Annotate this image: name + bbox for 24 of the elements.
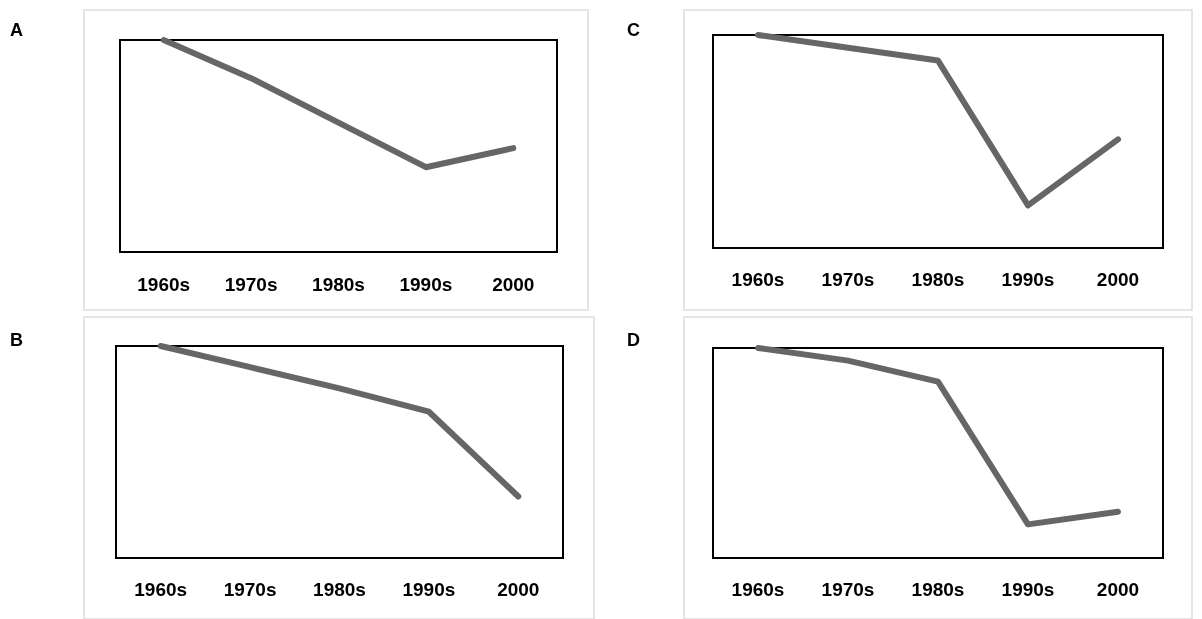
x-tick-label: 2000 [1096,269,1140,290]
chart-title: A [10,20,23,40]
x-tick-label: 1960s [731,269,785,290]
x-tick-label: 2000 [492,274,535,295]
x-tick-label: 1970s [821,579,875,600]
x-tick-label: 1970s [224,274,278,295]
x-tick-label: 1960s [137,274,191,295]
x-tick-label: 1980s [911,579,965,600]
x-tick-label: 1990s [399,274,453,295]
x-tick-label: 1960s [731,579,785,600]
chart-title: B [10,330,23,350]
x-tick-label: 1970s [223,579,277,600]
x-tick-label: 1960s [134,579,188,600]
x-tick-label: 1970s [821,269,875,290]
chart-title: D [627,330,640,350]
x-tick-label: 1980s [312,274,365,295]
x-tick-label: 2000 [497,579,540,600]
x-tick-label: 1980s [313,579,366,600]
x-tick-label: 1990s [402,579,456,600]
x-tick-label: 1990s [1001,269,1055,290]
chart-title: C [627,20,640,40]
x-tick-label: 1990s [1001,579,1055,600]
x-tick-label: 1980s [911,269,965,290]
x-tick-label: 2000 [1096,579,1140,600]
